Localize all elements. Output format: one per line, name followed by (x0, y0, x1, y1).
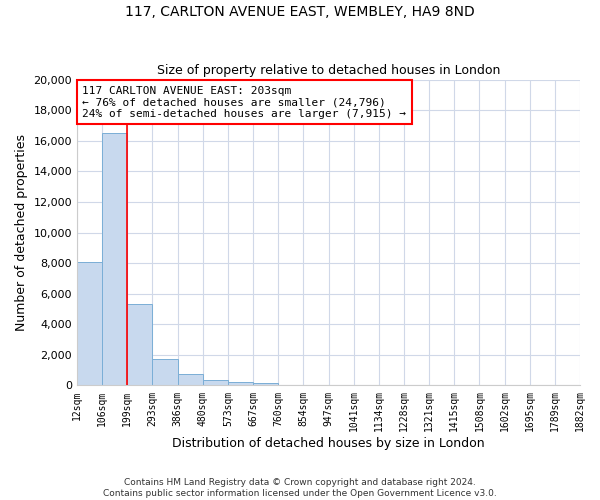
Bar (152, 358, 178, 386)
Title: Size of property relative to detached houses in London: Size of property relative to detached ho… (157, 64, 500, 77)
Text: 117 CARLTON AVENUE EAST: 203sqm
← 76% of detached houses are smaller (24,796)
24: 117 CARLTON AVENUE EAST: 203sqm ← 76% of… (82, 86, 406, 119)
Text: Contains HM Land Registry data © Crown copyright and database right 2024.
Contai: Contains HM Land Registry data © Crown c… (103, 478, 497, 498)
Text: 117, CARLTON AVENUE EAST, WEMBLEY, HA9 8ND: 117, CARLTON AVENUE EAST, WEMBLEY, HA9 8… (125, 5, 475, 19)
Y-axis label: Number of detached properties: Number of detached properties (15, 134, 28, 331)
Bar (203, 380, 228, 386)
Bar (228, 382, 253, 386)
X-axis label: Distribution of detached houses by size in London: Distribution of detached houses by size … (172, 437, 485, 450)
Bar (253, 384, 278, 386)
Bar (77, 262, 102, 386)
Bar (127, 304, 152, 386)
Bar (178, 374, 203, 386)
Bar (102, 133, 127, 386)
